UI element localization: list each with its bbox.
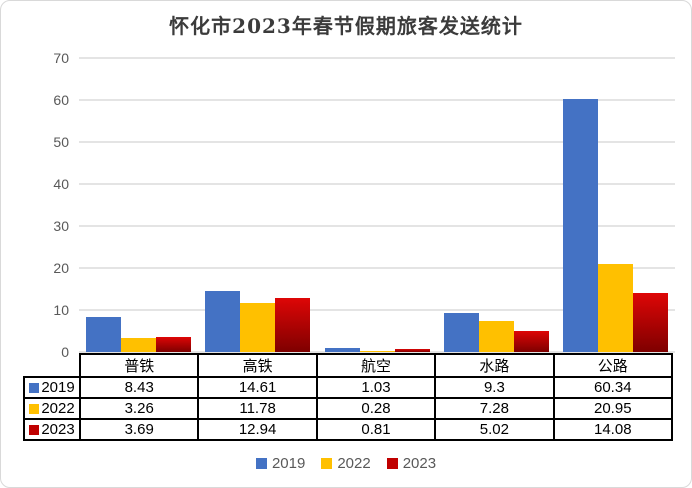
- legend-label: 2019: [271, 454, 306, 472]
- bar-2022-公路: [597, 264, 633, 352]
- table-col-header-3: 航空: [315, 353, 437, 378]
- table-row-2019: 2019 8.43 14.61 1.03 9.3 60.34: [23, 376, 674, 399]
- table-cell-2019-普铁: 8.43: [78, 376, 200, 399]
- chart-title: 怀化市2023年春节假期旅客发送统计: [169, 14, 523, 38]
- y-tick-label-70: 70: [53, 50, 69, 66]
- bar-2022-航空: [359, 350, 395, 352]
- table-cell-2019-航空: 1.03: [315, 376, 437, 399]
- gridline-70: [79, 57, 675, 59]
- table-cell-2023-高铁: 12.94: [197, 418, 318, 441]
- bar-2023-普铁: [156, 336, 192, 352]
- y-tick-label-10: 10: [53, 302, 69, 318]
- table-header-row: 普铁 高铁 航空 水路 公路: [24, 353, 674, 378]
- table-cell-2023-航空: 0.81: [315, 418, 437, 441]
- table-row-header-2019: 2019: [23, 376, 81, 399]
- table-cell-2023-水路: 5.02: [434, 418, 555, 441]
- plot-area: [79, 57, 675, 353]
- y-tick-label-60: 60: [53, 92, 69, 108]
- gridline-60: [79, 99, 675, 101]
- gridline-30: [79, 225, 675, 227]
- y-axis-labels: 0 10 20 30 40 50 60 70: [1, 1, 71, 487]
- table-row-2022: 2022 3.26 11.78 0.28 7.28 20.95: [23, 397, 674, 420]
- legend: 2019 2022 2023: [1, 453, 691, 473]
- y-tick-label-20: 20: [53, 260, 69, 276]
- y-tick-label-30: 30: [53, 218, 69, 234]
- bar-2023-高铁: [275, 297, 311, 352]
- table-row-2023: 2023 3.69 12.94 0.81 5.02 14.08: [23, 418, 674, 441]
- table-col-header-4: 水路: [434, 353, 555, 378]
- bar-2022-普铁: [121, 338, 157, 352]
- legend-swatch-icon: [255, 457, 267, 469]
- table-col-header-2: 高铁: [197, 353, 318, 378]
- bar-2023-航空: [394, 348, 430, 352]
- gridline-10: [79, 309, 675, 311]
- series-swatch-icon: [29, 425, 40, 435]
- table-cell-2022-普铁: 3.26: [78, 397, 200, 420]
- table-cell-2022-航空: 0.28: [315, 397, 437, 420]
- table-cell-2019-高铁: 14.61: [197, 376, 318, 399]
- table-cell-2023-公路: 14.08: [552, 418, 674, 441]
- legend-item-2022: 2022: [321, 454, 371, 472]
- table-cell-2023-普铁: 3.69: [78, 418, 200, 441]
- series-swatch-icon: [29, 383, 40, 393]
- table-col-header-5: 公路: [552, 353, 674, 378]
- y-tick-label-0: 0: [61, 344, 69, 360]
- bar-2019-航空: [324, 347, 360, 352]
- bar-2023-公路: [632, 292, 668, 352]
- legend-label: 2022: [337, 454, 371, 472]
- bar-2023-水路: [513, 330, 549, 352]
- table-col-header-1: 普铁: [78, 353, 200, 378]
- table-corner-cell: [24, 354, 80, 377]
- y-tick-label-50: 50: [53, 134, 69, 150]
- legend-item-2019: 2019: [255, 454, 306, 472]
- data-table: 普铁 高铁 航空 水路 公路 2019 8.43 14.61 1.03 9.3 60.34 2022 3…: [23, 353, 674, 441]
- legend-swatch-icon: [321, 457, 333, 469]
- legend-label: 2023: [402, 454, 437, 472]
- bar-2022-高铁: [240, 302, 276, 352]
- bar-2022-水路: [478, 321, 514, 352]
- table-row-header-2023: 2023: [23, 418, 81, 441]
- table-cell-2019-公路: 60.34: [552, 376, 674, 399]
- bar-2019-水路: [443, 312, 479, 352]
- table-cell-2019-水路: 9.3: [434, 376, 555, 399]
- bar-2019-普铁: [86, 316, 122, 352]
- gridline-20: [79, 267, 675, 269]
- bar-2019-高铁: [205, 290, 241, 352]
- series-swatch-icon: [29, 404, 40, 414]
- legend-swatch-icon: [386, 457, 398, 469]
- gridline-40: [79, 183, 675, 185]
- table-row-header-2022: 2022: [23, 397, 81, 420]
- table-cell-2022-公路: 20.95: [552, 397, 674, 420]
- gridline-0: [79, 351, 675, 353]
- table-cell-2022-高铁: 11.78: [197, 397, 318, 420]
- table-cell-2022-水路: 7.28: [434, 397, 555, 420]
- legend-item-2023: 2023: [386, 454, 437, 472]
- y-tick-label-40: 40: [53, 176, 69, 192]
- gridline-50: [79, 141, 675, 143]
- bar-2019-公路: [562, 98, 598, 352]
